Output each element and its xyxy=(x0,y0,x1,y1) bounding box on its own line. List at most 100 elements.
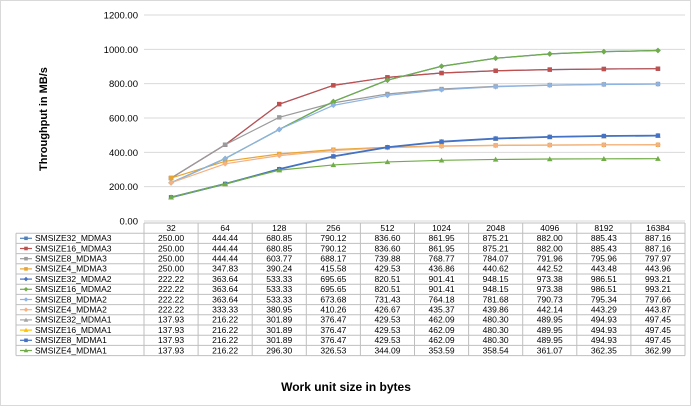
series-line xyxy=(170,68,658,179)
data-label: 250.00 xyxy=(158,243,184,253)
data-label: 795.34 xyxy=(591,294,617,304)
data-label: 797.66 xyxy=(645,294,671,304)
table-row: SMSIZE8_MDMA3 250.00 444.44 603.77 688.17 739… xyxy=(20,254,671,264)
data-label: 986.51 xyxy=(591,274,617,284)
data-label: 533.33 xyxy=(266,274,292,284)
data-label: 410.26 xyxy=(320,305,346,315)
y-tick-label: 800.00 xyxy=(109,79,138,90)
legend-key-marker xyxy=(24,267,28,271)
data-point xyxy=(222,181,228,187)
data-point xyxy=(330,162,337,168)
data-point xyxy=(438,157,445,163)
data-label: 901.41 xyxy=(429,274,455,284)
data-point xyxy=(330,102,337,109)
data-label: 480.30 xyxy=(483,325,509,335)
data-point xyxy=(330,98,337,105)
y-tick-label: 200.00 xyxy=(109,182,138,193)
series-smsize16_mdma2 xyxy=(168,47,661,186)
data-label: 901.41 xyxy=(429,284,455,294)
series-smsize8_mdma1 xyxy=(168,133,661,200)
data-label: 376.47 xyxy=(320,315,346,325)
data-label: 250.00 xyxy=(158,264,184,274)
data-point xyxy=(601,66,607,72)
data-point xyxy=(330,147,337,154)
data-label: 443.48 xyxy=(591,264,617,274)
y-tick-label: 1000.00 xyxy=(104,45,138,56)
data-point xyxy=(601,133,607,139)
data-point xyxy=(331,154,336,159)
data-label: 462.09 xyxy=(429,315,455,325)
data-point xyxy=(222,155,228,162)
data-point xyxy=(546,142,553,148)
data-label: 435.37 xyxy=(429,305,455,315)
data-label: 333.33 xyxy=(212,305,238,315)
data-label: 137.93 xyxy=(158,335,184,345)
legend-key-marker xyxy=(23,297,29,302)
table-row: SMSIZE32_MDMA1 137.93 216.22 301.89 376.47 42… xyxy=(20,315,671,325)
data-label: 462.09 xyxy=(429,325,455,335)
legend-key-marker xyxy=(23,327,29,332)
data-label: 222.22 xyxy=(158,294,184,304)
data-point xyxy=(492,156,499,162)
data-label: 489.95 xyxy=(537,335,563,345)
data-label: 429.53 xyxy=(374,325,400,335)
data-point xyxy=(655,133,661,138)
table-row: SMSIZE4_MDMA1 137.93 216.22 296.30 326.53 344… xyxy=(20,345,671,355)
data-label: 768.77 xyxy=(429,254,455,264)
legend-entry: SMSIZE32_MDMA2 xyxy=(35,274,112,284)
data-point xyxy=(384,77,391,83)
data-point xyxy=(331,83,336,88)
data-label: 216.22 xyxy=(212,345,238,355)
series-smsize4_mdma1 xyxy=(168,155,661,200)
data-label: 494.93 xyxy=(591,315,617,325)
data-label: 353.59 xyxy=(429,345,455,355)
data-label: 362.99 xyxy=(645,345,671,355)
table-row: SMSIZE16_MDMA3 250.00 444.44 680.85 790.12 83… xyxy=(20,243,671,253)
data-label: 861.95 xyxy=(429,233,455,243)
data-label: 363.64 xyxy=(212,284,238,294)
data-label: 363.64 xyxy=(212,274,238,284)
legend-entry: SMSIZE16_MDMA1 xyxy=(35,325,112,335)
data-label: 480.30 xyxy=(483,315,509,325)
data-point xyxy=(546,156,553,162)
legend-entry: SMSIZE32_MDMA3 xyxy=(35,233,112,243)
data-label: 326.53 xyxy=(320,345,346,355)
data-point xyxy=(222,142,228,147)
data-label: 216.22 xyxy=(212,335,238,345)
data-point xyxy=(601,142,607,148)
series-line xyxy=(170,49,658,184)
data-label: 462.09 xyxy=(429,335,455,345)
data-point xyxy=(438,143,445,150)
series-lines xyxy=(168,47,661,200)
table-row: SMSIZE4_MDMA3 250.00 347.83 390.24 415.58 429… xyxy=(20,264,671,274)
x-tick-label: 16384 xyxy=(646,223,670,233)
legend-key-marker xyxy=(24,338,28,343)
data-label: 363.64 xyxy=(212,294,238,304)
data-label: 250.00 xyxy=(158,254,184,264)
data-label: 489.95 xyxy=(537,325,563,335)
table-row: SMSIZE32_MDMA3 250.00 444.44 680.85 790.12 83… xyxy=(20,233,671,243)
data-label: 222.22 xyxy=(158,305,184,315)
data-label: 784.07 xyxy=(483,254,509,264)
data-point xyxy=(546,51,553,57)
data-label: 695.65 xyxy=(320,284,346,294)
data-point xyxy=(438,87,445,93)
data-label: 376.47 xyxy=(320,325,346,335)
data-label: 882.00 xyxy=(537,243,563,253)
x-tick-label: 32 xyxy=(166,223,176,233)
data-point xyxy=(438,63,445,70)
data-label: 415.58 xyxy=(320,264,346,274)
legend-entry: SMSIZE32_MDMA1 xyxy=(35,315,112,325)
data-label: 443.96 xyxy=(645,264,671,274)
data-label: 790.12 xyxy=(320,243,346,253)
data-label: 680.85 xyxy=(266,243,292,253)
data-point xyxy=(655,47,661,54)
data-label: 222.22 xyxy=(158,284,184,294)
data-label: 797.97 xyxy=(645,254,671,264)
data-table: 32 64 128 256 512 1024 2048 4096 8192 16384SMSIZE… xyxy=(15,222,686,357)
legend-key-marker xyxy=(24,246,28,251)
legend-entry: SMSIZE4_MDMA1 xyxy=(35,345,107,355)
data-label: 739.88 xyxy=(374,254,400,264)
